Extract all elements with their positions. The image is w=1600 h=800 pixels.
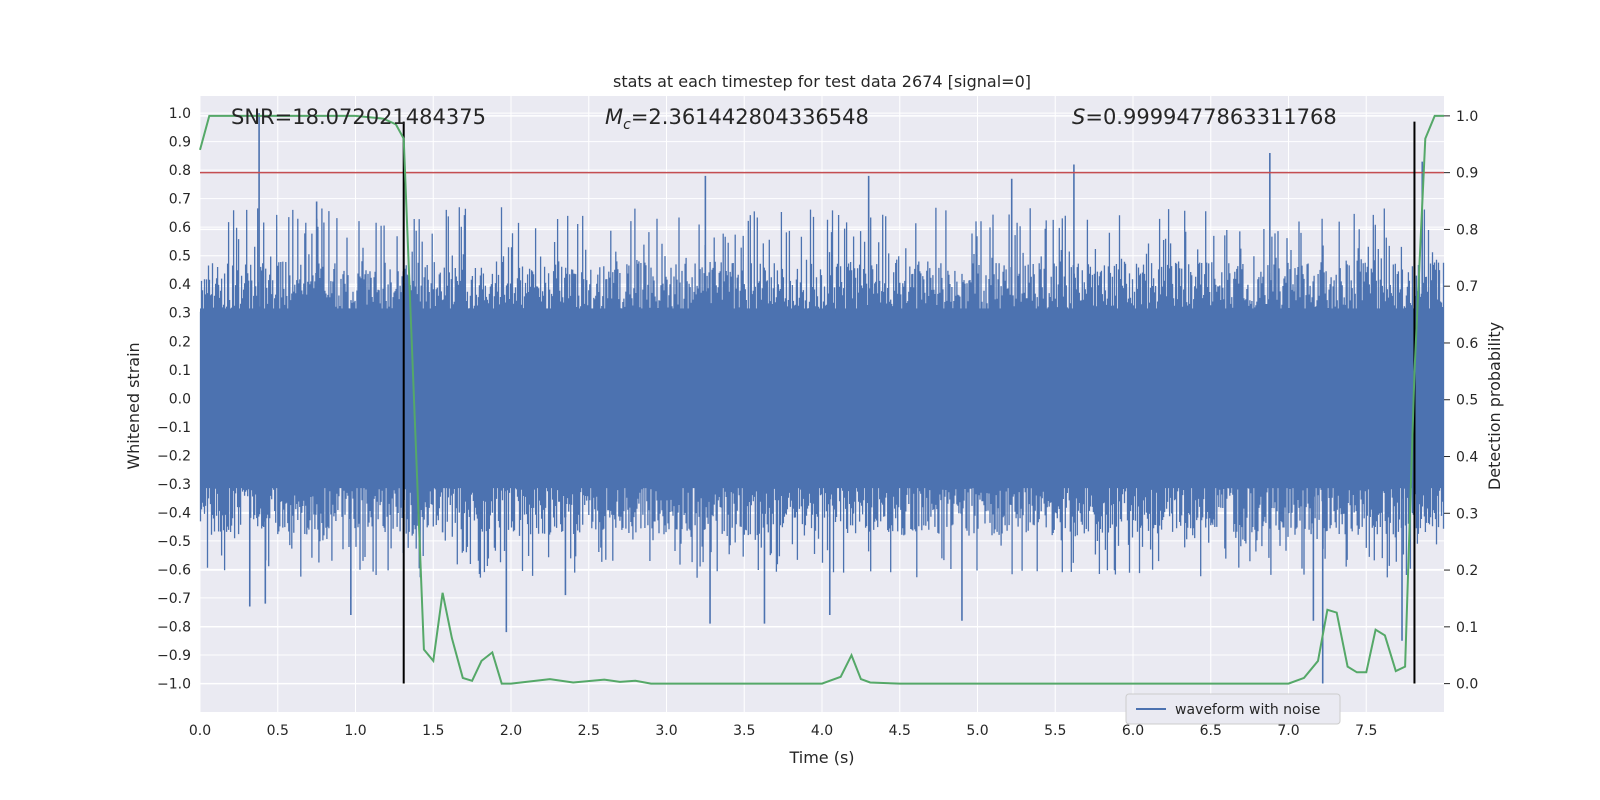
x-tick-label: 2.0 (500, 723, 522, 739)
y-left-tick-label: −0.7 (157, 591, 191, 607)
x-tick-label: 3.5 (733, 723, 755, 739)
y-left-tick-label: −0.1 (157, 420, 191, 436)
y-left-tick-label: −0.2 (157, 448, 191, 464)
x-tick-label: 7.0 (1277, 723, 1299, 739)
waveform-series (199, 113, 1445, 684)
x-tick-label: 4.5 (889, 723, 911, 739)
y-left-tick-label: 0.5 (169, 249, 191, 265)
y-right-tick-label: 1.0 (1456, 109, 1478, 125)
y-left-tick-label: 0.6 (169, 220, 191, 236)
y-left-tick-label: 0.8 (169, 163, 191, 179)
y-left-tick-label: −0.5 (157, 534, 191, 550)
chart-title: stats at each timestep for test data 267… (613, 72, 1031, 91)
legend: waveform with noise (1125, 693, 1341, 725)
mc-symbol: M (605, 105, 623, 129)
x-axis-label: Time (s) (788, 748, 854, 767)
s-annotation: S=0.9999477863311768 (1072, 105, 1337, 129)
y-left-tick-labels: 1.0 0.9 0.8 0.7 0.6 0.5 0.4 0.3 0.2 0.1 0.0 −0.1 −0.… (157, 106, 191, 692)
y-left-tick-label: 0.9 (169, 135, 191, 151)
legend-box (1125, 693, 1341, 725)
y-right-tick-label: 0.6 (1456, 336, 1478, 352)
y-right-tick-label: 0.1 (1456, 620, 1478, 636)
x-tick-label: 4.0 (811, 723, 833, 739)
y-right-tick-label: 0.4 (1456, 450, 1478, 466)
y-left-tick-label: 0.0 (169, 391, 191, 407)
y-left-tick-label: −0.6 (157, 562, 191, 578)
x-tick-label: 6.5 (1200, 723, 1222, 739)
y-left-tick-label: 0.7 (169, 192, 191, 208)
mc-value: =2.361442804336548 (631, 105, 869, 129)
y-right-tick-label: 0.3 (1456, 506, 1478, 522)
x-tick-label: 7.5 (1355, 723, 1377, 739)
x-tick-label: 6.0 (1122, 723, 1144, 739)
y-left-tick-label: −0.8 (157, 619, 191, 635)
y-left-tick-label: −0.9 (157, 648, 191, 664)
y-left-tick-label: −0.3 (157, 477, 191, 493)
y-left-tick-label: 0.2 (169, 334, 191, 350)
y-left-tick-label: −1.0 (157, 676, 191, 692)
waveform-noise (199, 207, 1445, 578)
y-right-tick-label: 0.2 (1456, 563, 1478, 579)
s-symbol: S (1072, 105, 1085, 129)
snr-annotation: SNR=18.072021484375 (231, 105, 486, 129)
legend-label: waveform with noise (1175, 702, 1320, 718)
y-left-tick-label: −0.4 (157, 505, 191, 521)
y-right-axis-label: Detection probability (1485, 322, 1504, 490)
y-right-tick-label: 0.0 (1456, 677, 1478, 693)
y-left-tick-label: 0.3 (169, 306, 191, 322)
y-left-axis-label: Whitened strain (124, 342, 143, 469)
y-right-tick-labels: 1.0 0.9 0.8 0.7 0.6 0.5 0.4 0.3 0.2 0.1 0.0 (1444, 109, 1478, 693)
x-tick-label: 1.5 (422, 723, 444, 739)
y-right-tick-label: 0.8 (1456, 222, 1478, 238)
y-left-tick-label: 0.1 (169, 363, 191, 379)
y-right-tick-label: 0.5 (1456, 393, 1478, 409)
s-value: =0.9999477863311768 (1085, 105, 1336, 129)
x-tick-label: 1.0 (344, 723, 366, 739)
mc-annotation: Mc=2.361442804336548 (605, 105, 869, 133)
x-tick-label: 3.0 (655, 723, 677, 739)
y-left-tick-label: 0.4 (169, 277, 191, 293)
x-tick-label: 2.5 (578, 723, 600, 739)
y-right-tick-label: 0.7 (1456, 279, 1478, 295)
x-tick-label: 0.5 (267, 723, 289, 739)
x-tick-labels: 0.0 0.5 1.0 1.5 2.0 2.5 3.0 3.5 4.0 4.5 5.0 5.5 6.0 6… (189, 723, 1378, 739)
y-left-tick-label: 1.0 (169, 106, 191, 122)
y-right-tick-label: 0.9 (1456, 166, 1478, 182)
x-tick-label: 5.5 (1044, 723, 1066, 739)
mc-subscript: c (623, 117, 631, 133)
detection-probability-line (199, 114, 1444, 685)
x-tick-label: 0.0 (189, 723, 211, 739)
x-tick-label: 5.0 (966, 723, 988, 739)
